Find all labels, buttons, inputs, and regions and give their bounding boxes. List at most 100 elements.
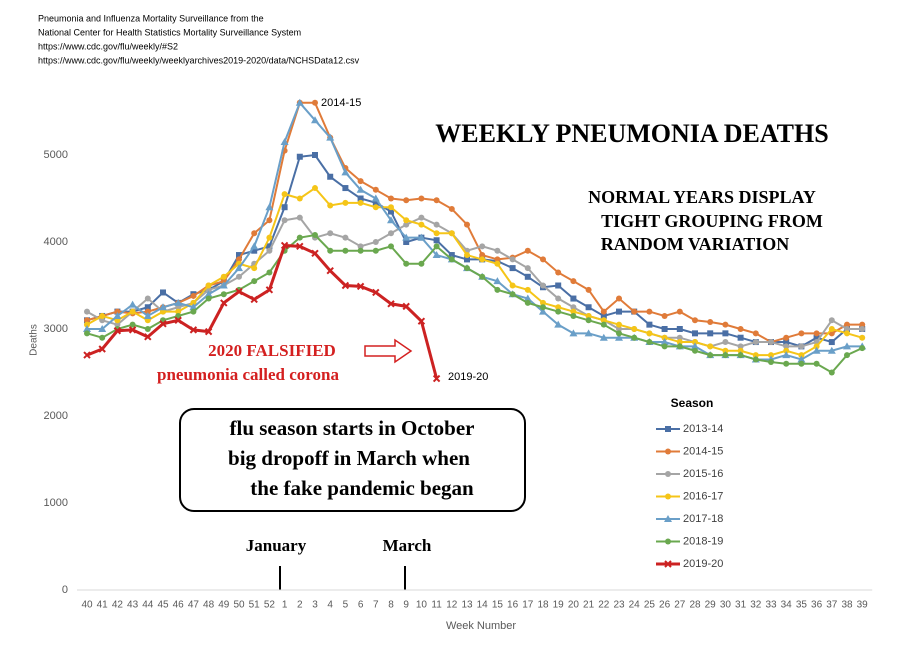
marker [403,221,410,228]
marker [665,426,671,432]
x-tick-label: 2 [297,600,303,611]
marker [555,308,562,315]
source-line: https://www.cdc.gov/flu/weekly/weeklyarc… [38,55,360,65]
marker [828,339,835,346]
marker [357,195,364,202]
x-tick-label: 51 [249,600,261,611]
marker [585,286,592,293]
marker [661,343,668,350]
x-tick-label: 17 [522,600,534,611]
marker [737,326,744,332]
x-tick-label: 45 [157,600,169,611]
marker [707,330,714,337]
marker [417,233,426,241]
marker [600,308,607,315]
marker [113,327,122,335]
marker [190,299,197,306]
y-tick-label: 1000 [44,497,68,509]
marker [433,221,440,228]
legend [650,392,738,580]
month-label: March [383,536,432,555]
marker [585,304,592,311]
marker [433,197,440,204]
marker [569,329,578,337]
marker [341,281,350,290]
marker [403,217,410,224]
x-tick-label: 30 [720,600,732,611]
x-tick-label: 24 [629,600,641,611]
marker [159,303,167,311]
marker [631,326,638,332]
marker [190,308,197,315]
x-tick-label: 16 [507,600,519,611]
marker [660,338,669,346]
marker [616,326,622,332]
series-line [86,216,863,348]
marker [250,295,258,304]
marker [600,321,607,328]
marker [828,369,835,376]
x-tick-label: 42 [112,600,124,611]
marker [570,278,577,285]
marker [327,202,334,209]
marker [464,221,470,228]
marker [600,312,607,319]
series-line [86,101,863,344]
marker [312,99,318,106]
marker [251,278,258,285]
marker [676,334,683,341]
marker [782,351,791,359]
marker [388,195,394,202]
marker [296,214,303,221]
marker [768,359,774,366]
marker [798,343,805,350]
x-tick-label: 9 [403,600,409,611]
x-tick-label: 49 [218,600,230,611]
y-tick-label: 0 [62,584,68,596]
x-tick-label: 39 [857,600,869,611]
marker [631,308,638,315]
source-line: National Center for Health Statistics Mo… [38,27,301,37]
x-tick-label: 23 [613,600,625,611]
marker [752,330,759,337]
marker [159,320,167,328]
marker [692,317,698,324]
marker [418,221,425,228]
x-tick-label: 18 [537,600,549,611]
marker [174,298,183,306]
marker [312,232,318,239]
marker [599,333,608,341]
marker [418,195,425,202]
series-line [86,233,863,374]
source-line: https://www.cdc.gov/flu/weekly/#S2 [38,41,178,51]
marker [783,343,790,350]
x-tick-label: 19 [553,600,565,611]
marker [236,252,242,259]
y-tick-label: 4000 [44,236,68,248]
x-tick-label: 15 [492,600,504,611]
source-line: Pneumonia and Influenza Mortality Survei… [38,13,264,23]
x-tick-label: 4 [327,600,333,611]
note-line: RANDOM VARIATION [601,234,790,254]
marker [783,334,790,341]
x-tick-label: 31 [735,600,747,611]
marker [219,281,228,289]
marker [266,247,273,254]
marker [160,289,166,296]
marker [585,312,592,319]
marker [859,321,866,328]
series [83,241,441,383]
marker [737,334,744,341]
marker [388,230,394,237]
marker [768,339,774,346]
marker [813,330,820,337]
x-tick-label: 29 [705,600,717,611]
marker [357,199,364,206]
marker [342,247,349,254]
marker [509,265,516,272]
marker [524,286,531,293]
marker [114,321,121,328]
marker [464,265,470,272]
x-tick-label: 36 [811,600,823,611]
marker [540,256,546,263]
